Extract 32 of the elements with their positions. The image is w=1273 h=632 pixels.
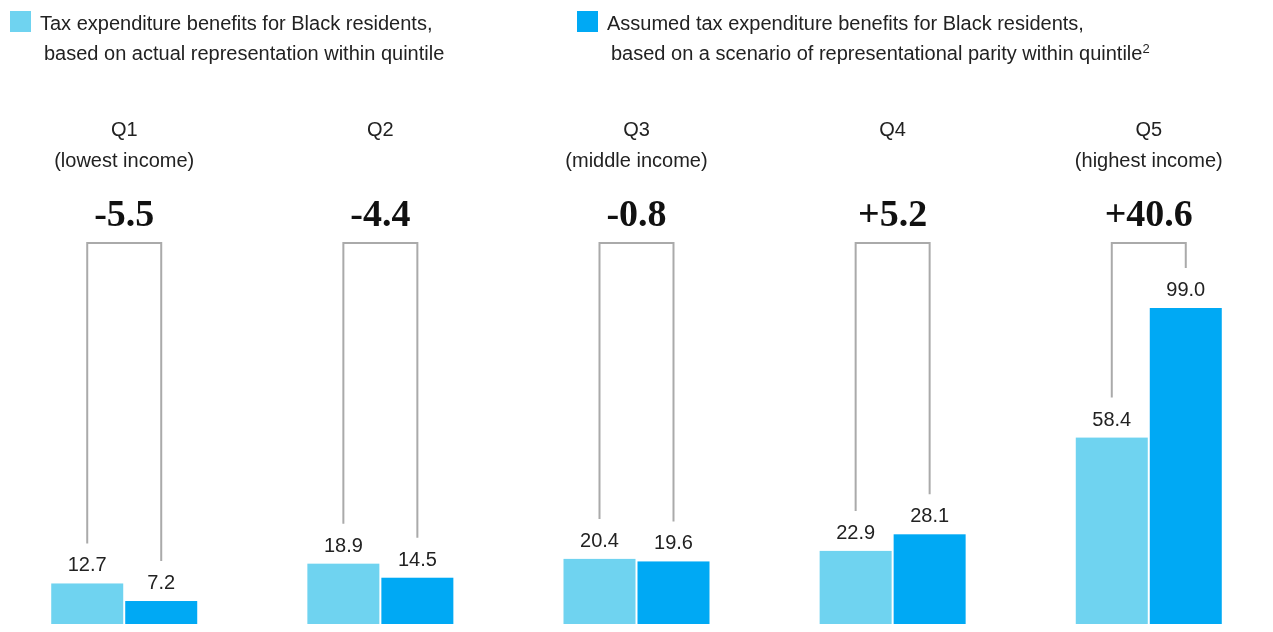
x-tick-label: Q4 bbox=[879, 118, 906, 140]
x-tick-label: Q2 bbox=[367, 118, 394, 140]
data-label: 22.9 bbox=[836, 520, 876, 543]
data-label: 58.4 bbox=[1092, 407, 1132, 430]
data-label: 20.4 bbox=[580, 528, 619, 551]
x-tick-label: Q5 (highest income) bbox=[1074, 118, 1223, 171]
bar bbox=[51, 583, 124, 624]
text: +40.6 bbox=[1104, 192, 1193, 234]
legend-label: Tax expenditure benefits for Black residents, based on actual representation within quintile bbox=[40, 12, 445, 64]
data-label: 18.9 bbox=[323, 533, 363, 556]
bar bbox=[819, 550, 892, 624]
x-tick-label: Q3 (middle income) bbox=[565, 118, 708, 171]
data-label: 7.2 bbox=[147, 571, 176, 594]
text: -0.8 bbox=[606, 192, 667, 234]
text: +5.2 bbox=[858, 192, 928, 234]
x-tick-label: Q1 (lowest income) bbox=[54, 118, 195, 171]
bar bbox=[381, 577, 454, 624]
data-label: 14.5 bbox=[397, 547, 437, 570]
bar bbox=[893, 534, 966, 624]
bar bbox=[637, 561, 710, 624]
bar bbox=[307, 563, 380, 624]
bar bbox=[563, 558, 636, 624]
bar bbox=[1075, 437, 1148, 624]
data-label: 12.7 bbox=[67, 553, 107, 576]
legend-label: Assumed tax expenditure benefits for Black residents, based on a scenario of representational parity within quintile$^{2}$ bbox=[607, 12, 1150, 64]
data-label: 19.6 bbox=[654, 531, 693, 554]
bar bbox=[125, 601, 198, 624]
text: -5.5 bbox=[94, 192, 155, 234]
data-label: 99.0 bbox=[1166, 278, 1206, 300]
data-label: 28.1 bbox=[910, 504, 950, 527]
bar bbox=[1149, 308, 1222, 624]
text: -4.4 bbox=[350, 192, 411, 234]
